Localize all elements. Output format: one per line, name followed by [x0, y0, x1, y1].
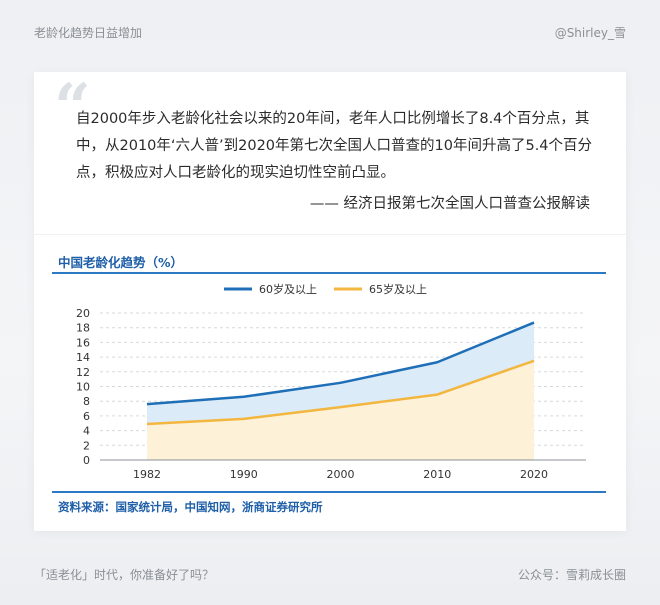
y-tick-label: 6 — [83, 410, 90, 423]
chart-bottom-rule — [52, 491, 606, 493]
quote-mark-icon: “ — [54, 70, 91, 145]
quote-source: —— 经济日报第七次全国人口普查公报解读 — [309, 196, 590, 212]
footer-account: 公众号：雪莉成长圈 — [517, 568, 626, 582]
author-handle: @Shirley_雪 — [554, 26, 626, 40]
chart-title-rule — [52, 272, 606, 274]
series-line-60-plus — [146, 321, 535, 406]
x-tick-label: 2020 — [520, 468, 548, 481]
legend-label: 65岁及以上 — [369, 282, 427, 296]
y-tick-label: 14 — [76, 351, 90, 364]
legend-label: 60岁及以上 — [259, 282, 317, 296]
x-tick-label: 2010 — [423, 468, 451, 481]
y-tick-label: 18 — [76, 322, 90, 335]
area-below-65-series — [147, 360, 534, 460]
quote-text: 自2000年步入老龄化社会以来的20年间，老年人口比例增长了8.4个百分点，其中… — [76, 111, 593, 181]
y-tick-label: 10 — [76, 381, 90, 394]
y-tick-label: 2 — [83, 439, 90, 452]
chart-panel: 中国老龄化趋势（%） 0 2 4 6 8 10 12 14 16 18 20 1982 1990 2000… — [34, 234, 626, 531]
chart-source: 资料来源：国家统计局，中国知网，浙商证券研究所 — [58, 500, 323, 514]
content-card: “ 自2000年步入老龄化社会以来的20年间，老年人口比例增长了8.4个百分点，… — [34, 70, 626, 531]
y-tick-label: 8 — [83, 395, 90, 408]
footer-caption: 「适老化」时代，你准备好了吗？ — [34, 568, 215, 582]
x-tick-label: 2000 — [327, 468, 355, 481]
y-tick-label: 0 — [83, 454, 90, 467]
y-tick-label: 20 — [76, 307, 90, 320]
x-tick-label: 1982 — [133, 468, 161, 481]
chart-title: 中国老龄化趋势（%） — [58, 255, 184, 270]
y-tick-label: 16 — [76, 336, 90, 349]
series-line-65-plus — [146, 359, 535, 426]
page-header-title: 老龄化趋势日益增加 — [34, 26, 143, 40]
x-tick-label: 1990 — [230, 468, 258, 481]
y-tick-label: 12 — [76, 366, 90, 379]
y-tick-label: 4 — [83, 425, 90, 438]
area-between-series — [147, 322, 534, 424]
